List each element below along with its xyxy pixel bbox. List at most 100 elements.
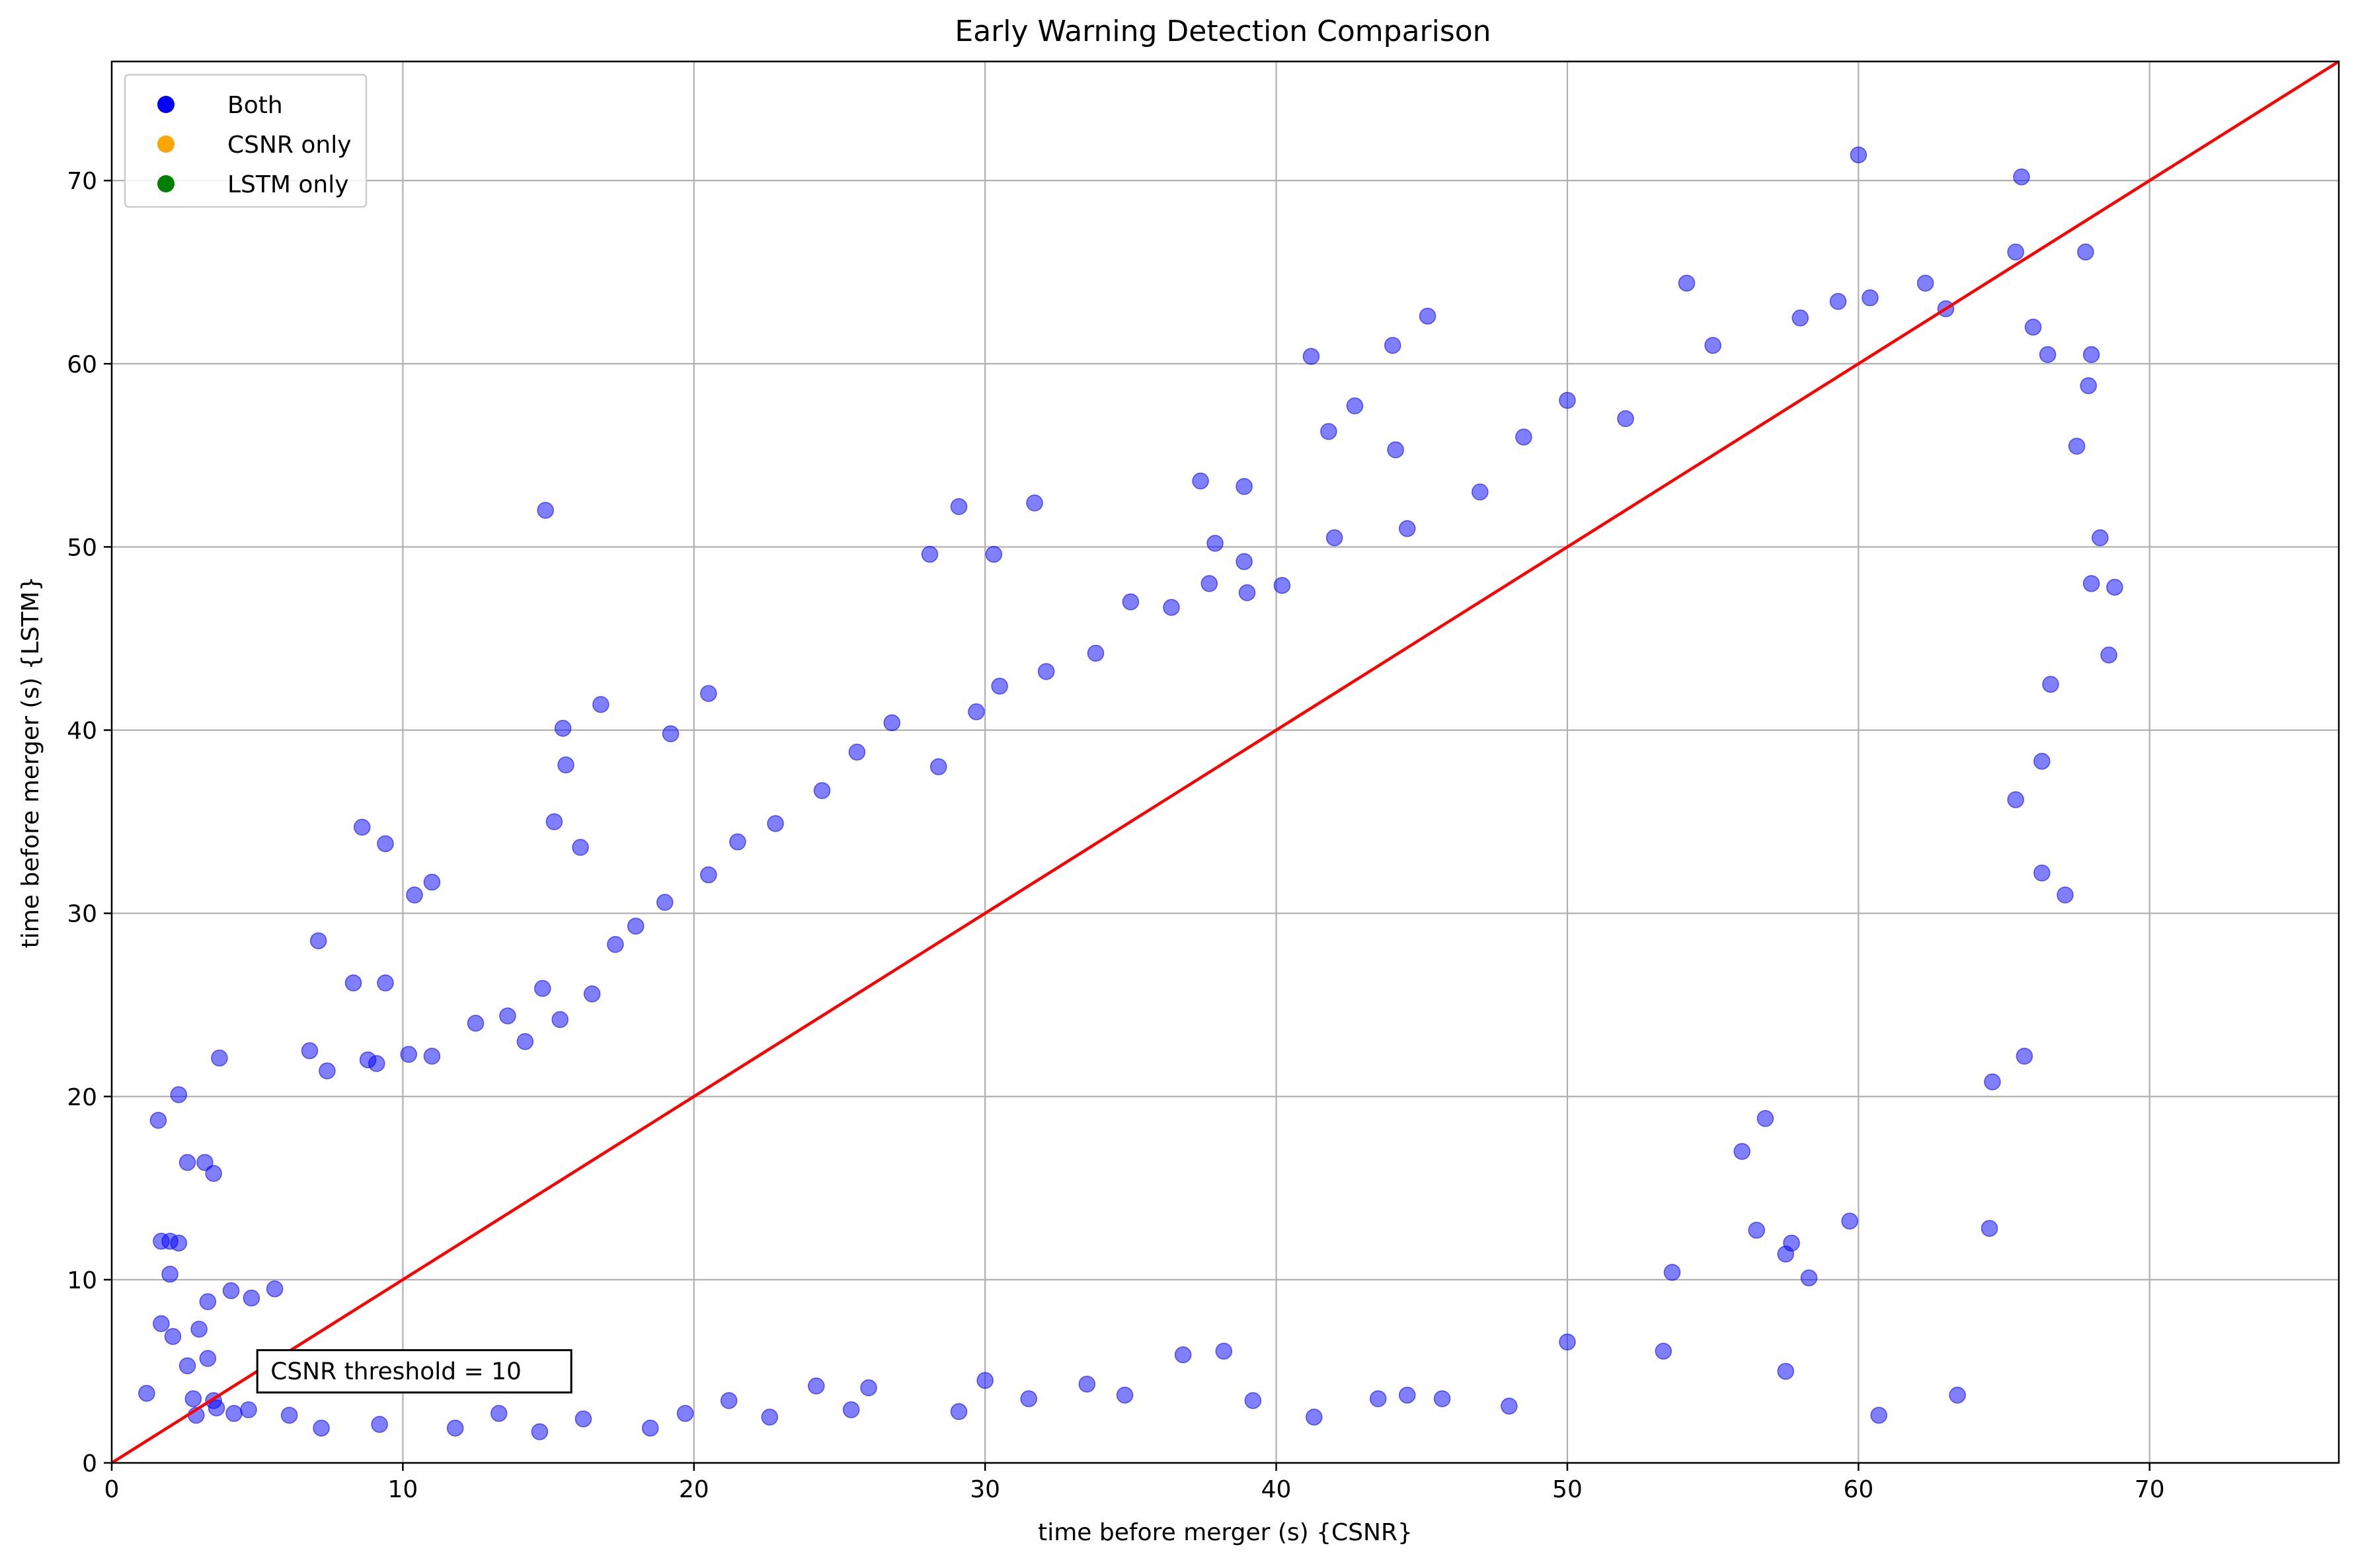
data-point (2100, 647, 2117, 664)
data-point (516, 1033, 534, 1050)
data-point (1617, 410, 1634, 428)
data-point (1419, 307, 1436, 325)
data-point (2042, 676, 2059, 693)
x-tick-label: 30 (970, 1476, 1000, 1503)
data-point (1200, 575, 1218, 592)
data-point (1663, 1264, 1681, 1281)
data-point (222, 1282, 240, 1300)
data-point (991, 678, 1008, 695)
legend-marker (157, 136, 175, 153)
data-point (1163, 599, 1180, 616)
data-point (860, 1379, 877, 1397)
data-point (199, 1293, 217, 1310)
data-point (2077, 243, 2094, 260)
data-point (1306, 1408, 1323, 1426)
data-point (205, 1165, 222, 1182)
data-point (138, 1384, 155, 1402)
data-point (1559, 1333, 1576, 1351)
data-point (406, 886, 423, 904)
data-point (950, 1403, 968, 1421)
data-point (1398, 1386, 1416, 1404)
data-point (490, 1405, 508, 1422)
data-point (1791, 309, 1809, 327)
data-point (2007, 791, 2024, 808)
data-point (1870, 1407, 1887, 1424)
x-axis-label: time before merger (s) {CSNR} (1038, 1519, 1413, 1546)
threshold-annotation: CSNR threshold = 10 (256, 1349, 572, 1393)
data-point (662, 725, 680, 742)
data-point (446, 1419, 464, 1437)
data-point (400, 1046, 417, 1063)
y-tick-label: 60 (67, 351, 97, 378)
legend: Both CSNR only LSTM only (124, 73, 368, 208)
reference-line-group (110, 60, 2340, 1464)
data-point (656, 894, 674, 911)
data-point (1302, 348, 1320, 365)
data-point (1559, 391, 1576, 409)
y-axis-label: time before merger (s) {LSTM} (17, 576, 44, 949)
data-point (1387, 441, 1404, 459)
data-point (2007, 243, 2024, 260)
data-point (161, 1265, 178, 1283)
data-point (607, 935, 624, 953)
data-point (1236, 553, 1253, 570)
data-point (225, 1405, 243, 1422)
data-point (170, 1086, 188, 1103)
data-point (883, 714, 901, 732)
plot-frame (110, 60, 2340, 1464)
data-point (1515, 428, 1532, 446)
data-point (368, 1055, 385, 1072)
data-point (178, 1357, 196, 1374)
data-point (574, 1410, 592, 1428)
y-tick-label: 70 (67, 168, 97, 195)
data-point (1748, 1222, 1765, 1239)
y-tick-label: 0 (82, 1450, 97, 1477)
axis-ticks: 0 10 20 30 40 50 60 70 0 10 20 30 40 50 60 70 (67, 168, 2164, 1503)
data-point (164, 1328, 182, 1345)
data-point (1981, 1220, 1998, 1237)
data-point (2013, 168, 2030, 186)
annotation-text: CSNR threshold = 10 (270, 1358, 522, 1385)
data-point (1433, 1390, 1451, 1407)
data-point (950, 498, 968, 516)
data-point (1850, 146, 1867, 164)
data-point (537, 502, 554, 519)
data-point (309, 932, 327, 949)
data-point (921, 545, 939, 563)
data-point (1949, 1386, 1966, 1404)
data-point (2092, 529, 2109, 547)
data-point (1984, 1073, 2001, 1091)
data-point (377, 974, 394, 992)
data-point (531, 1423, 549, 1440)
data-point (1206, 535, 1224, 552)
data-point (301, 1042, 319, 1060)
data-point (700, 866, 717, 884)
data-point (170, 1234, 188, 1252)
data-point (199, 1350, 217, 1367)
x-tick-label: 0 (104, 1476, 120, 1503)
data-point (557, 756, 574, 773)
data-point (2068, 438, 2086, 455)
data-point (353, 818, 371, 836)
data-point (720, 1392, 738, 1409)
legend-marker (157, 175, 175, 192)
legend-label: CSNR only (227, 132, 352, 159)
data-point (423, 1048, 441, 1065)
data-point (2106, 578, 2123, 596)
data-point (344, 974, 362, 992)
data-point (1800, 1269, 1818, 1286)
data-point (676, 1405, 694, 1422)
data-point (149, 1112, 167, 1129)
data-point (1174, 1346, 1192, 1364)
legend-label: LSTM only (227, 171, 349, 198)
data-point (1238, 584, 1256, 602)
data-point (761, 1408, 779, 1426)
data-point (627, 918, 645, 935)
x-tick-label: 60 (1843, 1476, 1873, 1503)
data-point (1862, 289, 1879, 307)
data-point (1829, 293, 1847, 310)
data-point (371, 1416, 388, 1433)
data-point (534, 980, 551, 997)
data-point (551, 1011, 569, 1029)
